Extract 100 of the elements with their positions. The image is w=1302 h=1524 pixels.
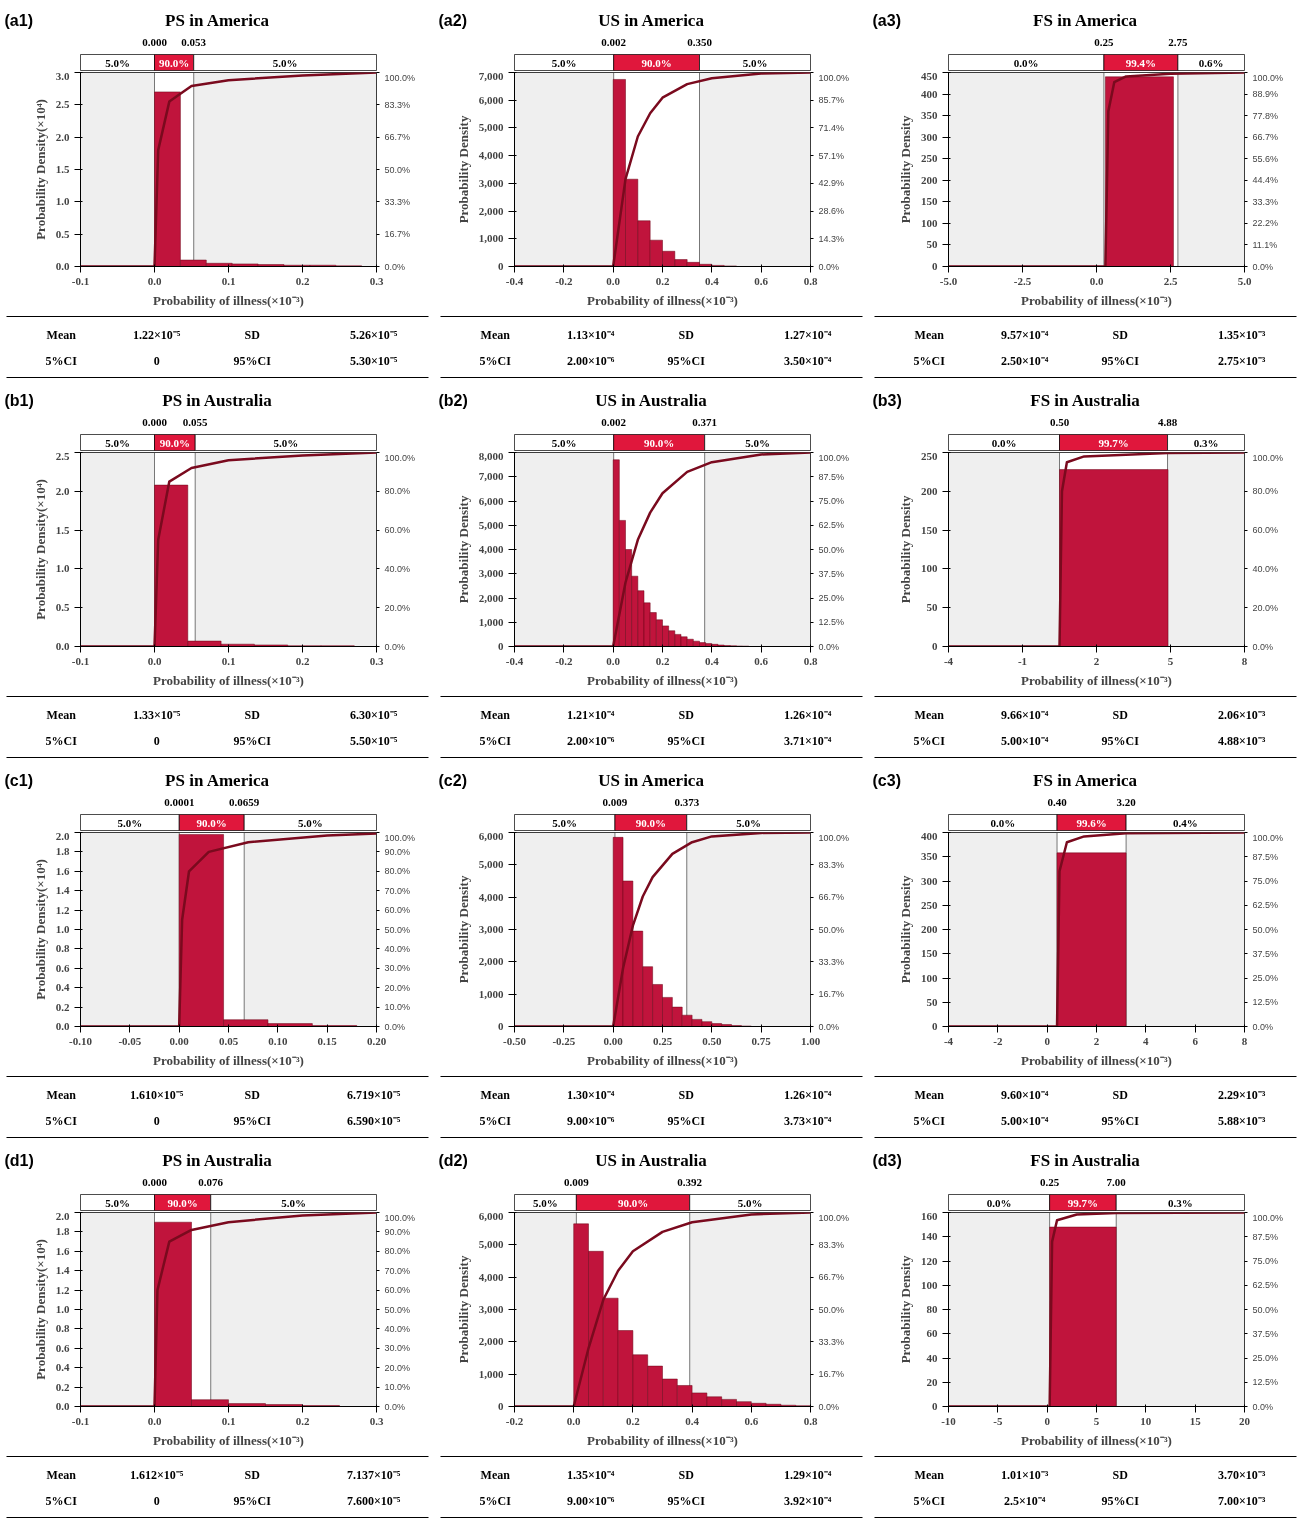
text: SD [678,1087,695,1102]
y-tick-label: 3,000 [478,1303,504,1315]
y-tick-label: 60 [926,1327,938,1340]
y2-tick-label: 90.0% [384,1226,411,1237]
y2-tick-label: 0.0% [384,1021,406,1032]
y2-tick-label: 50.0% [1252,1304,1279,1315]
y-tick-label: 5,000 [478,858,504,871]
text: 5%CI [913,353,946,368]
y2-tick-label: 14.3% [818,233,845,244]
text: SD [244,1087,261,1102]
text: 5%CI [45,733,78,748]
text: (c1) [4,772,33,789]
y2-tick-label: 66.7% [384,132,411,143]
x-axis-title: Probability of illness(×10⁻³) [587,672,738,688]
y-axis-title: Probability Density [898,1255,913,1364]
x-tick-label: 0.8 [803,1414,818,1427]
y2-tick-label: 71.4% [818,122,845,133]
y-tick-label: 5,000 [478,518,504,531]
y-tick-label: 3,000 [478,567,504,580]
y-tick-label: 1.2 [55,903,70,916]
y-tick-label: 1.6 [55,864,70,877]
band-label: 5.0% [272,56,298,69]
y-tick-label: 2,000 [478,591,504,604]
y-tick-label: 1.2 [55,1283,70,1296]
text: 3.71×10⁻⁴ [784,733,832,748]
ref-line-label: 0.000 [142,416,168,428]
x-tick-label: 2.5 [1163,274,1178,287]
y-axis-title: Probability Density [898,495,913,604]
x-tick-label: -4 [943,654,954,667]
y2-tick-label: 28.6% [818,206,845,217]
ref-line-label: 0.076 [198,1176,224,1188]
y2-tick-label: 37.5% [1252,1328,1279,1339]
y-tick-label: 8,000 [478,449,504,462]
y2-tick-label: 60.0% [384,905,411,916]
ref-line-label: 0.055 [182,416,209,428]
y2-tick-label: 20.0% [384,1362,411,1373]
x-tick-label: 0.20 [366,1034,387,1047]
y-tick-label: 1.0 [55,923,70,935]
ref-line-label: 2.75 [1168,36,1189,48]
y2-tick-label: 75.0% [818,496,845,506]
x-axis-title: Probability of illness(×10⁻³) [153,672,304,688]
y2-tick-label: 87.5% [818,471,845,482]
y2-tick-label: 100.0% [1252,832,1284,843]
text: 5%CI [479,1113,512,1128]
y-tick-label: 300 [921,130,938,143]
y2-tick-label: 100.0% [1252,452,1284,463]
y-tick-label: 1.0 [55,562,70,575]
y-tick-label: 1.5 [55,163,70,175]
text: 2.00×10⁻⁶ [567,353,615,368]
y-tick-label: 7,000 [478,470,504,483]
y2-tick-label: 0.0% [1252,641,1274,652]
x-tick-label: 0.50 [702,1034,722,1047]
text: 5%CI [913,733,946,748]
ref-line-label: 0.053 [181,36,207,48]
text: 5%CI [45,1493,78,1508]
x-tick-label: 0.1 [221,274,236,287]
y-tick-label: 6,000 [478,494,504,507]
text: 1.21×10⁻⁴ [567,707,615,722]
x-axis-title: Probability of illness(×10⁻³) [153,292,304,308]
band-label: 99.4% [1125,56,1157,69]
band-label: 0.6% [1198,56,1224,69]
x-tick-label: 0.6 [754,654,769,667]
y2-tick-label: 0.0% [384,261,406,272]
x-tick-label: 0.25 [652,1034,673,1047]
x-tick-label: 0.2 [295,274,310,287]
text: 9.60×10⁻⁴ [1001,1087,1049,1102]
text: 3.50×10⁻⁴ [784,353,832,368]
x-tick-label: -0.10 [69,1034,93,1047]
y2-tick-label: 50.0% [1252,924,1279,935]
y-tick-label: 0 [498,260,504,272]
y-tick-label: 0.6 [55,1341,70,1354]
text: 7.00×10⁻³ [1218,1493,1266,1508]
y2-tick-label: 100.0% [1252,1212,1284,1223]
y2-tick-label: 77.8% [1252,110,1279,121]
y-axis-title: Probability Density(×10⁴) [32,859,48,1000]
text: SD [678,707,695,722]
y2-tick-label: 20.0% [384,982,411,993]
y2-tick-label: 87.5% [1252,851,1279,862]
x-tick-label: 5 [1093,1414,1100,1427]
y-tick-label: 50 [926,601,938,614]
text: 1.33×10⁻⁵ [133,707,181,722]
text: SD [678,1467,695,1482]
x-tick-label: 0.3 [369,1414,384,1427]
y-tick-label: 2,000 [478,955,504,968]
y2-tick-label: 88.9% [1252,89,1279,100]
y-tick-label: 100 [921,1278,938,1291]
text: (c2) [438,772,467,789]
y-axis-title: Probability Density [898,875,913,984]
text: 0 [153,1113,160,1128]
y-axis-title: Probability Density [455,1255,471,1364]
y2-tick-label: 30.0% [384,963,411,974]
y-tick-label: 1.0 [55,1303,70,1315]
text: 1.29×10⁻⁴ [784,1467,832,1482]
text: 6.590×10⁻⁵ [347,1113,401,1128]
x-tick-label: 5 [1167,654,1174,667]
x-tick-label: 0.0 [1089,274,1104,287]
y-tick-label: 120 [921,1254,938,1267]
text: 1.35×10⁻⁴ [567,1467,615,1482]
x-tick-label: 0.3 [369,654,384,667]
y2-tick-label: 37.5% [1252,948,1279,959]
